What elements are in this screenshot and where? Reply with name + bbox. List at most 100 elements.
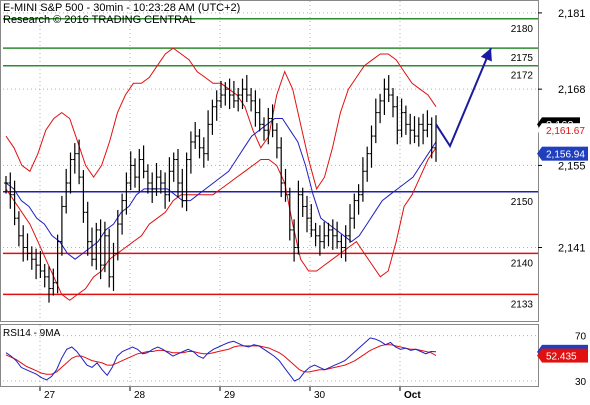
price-bar bbox=[107, 228, 112, 288]
price-bar bbox=[339, 234, 344, 259]
x-tick-label: Oct bbox=[404, 390, 421, 400]
price-bar bbox=[55, 234, 60, 294]
price-bar bbox=[373, 98, 378, 144]
price-bar bbox=[236, 87, 241, 112]
svg-text:52.435: 52.435 bbox=[546, 352, 577, 363]
price-bar bbox=[176, 148, 180, 198]
price-bar bbox=[296, 180, 301, 255]
price-bar bbox=[16, 211, 21, 247]
price-bar bbox=[145, 164, 150, 194]
price-bar bbox=[219, 80, 223, 108]
chart-title: E-MINI S&P 500 - 30min - 10:23:28 AM (UT… bbox=[3, 2, 240, 14]
price-bar bbox=[416, 117, 421, 147]
price-bar bbox=[330, 219, 335, 250]
price-bar bbox=[167, 157, 172, 202]
price-bar bbox=[21, 225, 26, 262]
rsi-signal-tag: 52.435 bbox=[537, 348, 588, 363]
price-bar bbox=[124, 172, 129, 215]
price-bar bbox=[369, 125, 374, 168]
price-bar bbox=[184, 152, 189, 212]
price-bar bbox=[141, 145, 146, 179]
x-axis: 27 28 29 30 Oct bbox=[39, 387, 421, 401]
price-bar bbox=[309, 204, 314, 237]
price-bar bbox=[240, 78, 245, 110]
price-bar bbox=[399, 98, 404, 138]
price-bar bbox=[171, 152, 176, 182]
price-bar bbox=[133, 158, 137, 188]
price-bar bbox=[214, 90, 219, 121]
price-bar bbox=[137, 148, 142, 192]
price-bar bbox=[386, 75, 391, 103]
moving-average bbox=[5, 118, 437, 260]
grid-lines bbox=[3, 1, 538, 386]
price-bar bbox=[317, 225, 322, 256]
rsi-signal-line bbox=[5, 344, 437, 375]
rsi-y-tick-label: 70 bbox=[575, 332, 587, 343]
level-label-2133: 2133 bbox=[511, 299, 534, 310]
svg-text:2,156.94: 2,156.94 bbox=[546, 150, 585, 161]
svg-text:2,161.67: 2,161.67 bbox=[546, 126, 585, 137]
price-bar bbox=[59, 195, 64, 256]
level-label-2180: 2180 bbox=[511, 24, 534, 35]
price-bar bbox=[42, 263, 47, 288]
price-bar bbox=[81, 170, 86, 223]
price-y-tick-label: 2,155 bbox=[558, 160, 586, 172]
price-bar bbox=[429, 117, 434, 159]
price-bar bbox=[85, 201, 90, 256]
price-bar bbox=[279, 137, 284, 198]
price-bar bbox=[300, 187, 305, 218]
price-bar bbox=[12, 180, 17, 226]
price-bar bbox=[193, 121, 198, 149]
price-bar bbox=[395, 96, 400, 145]
rsi-line bbox=[5, 337, 437, 382]
price-bar bbox=[98, 219, 103, 280]
price-bar bbox=[154, 163, 159, 196]
price-bar bbox=[244, 75, 249, 103]
price-y-tick-label: 2,181 bbox=[558, 8, 586, 20]
moving-average-tag: 2,156.94 bbox=[537, 146, 588, 161]
price-bar bbox=[292, 219, 297, 262]
price-bar bbox=[102, 221, 107, 273]
x-tick-label: 28 bbox=[134, 390, 146, 400]
price-bar bbox=[68, 152, 73, 194]
x-tick-label: 30 bbox=[314, 390, 326, 400]
price-bar bbox=[421, 113, 426, 145]
price-bar bbox=[305, 195, 309, 233]
price-bar bbox=[352, 193, 357, 229]
price-y-tick-label: 2,168 bbox=[558, 84, 586, 96]
y-axis: 2,181 2,168 2,155 2,141 70 30 bbox=[538, 8, 587, 388]
price-bar bbox=[270, 104, 275, 138]
price-y-tick-label: 2,141 bbox=[558, 243, 586, 255]
price-bar bbox=[72, 143, 77, 174]
level-lines: 2180 2175 2172 2150 2140 2133 bbox=[3, 18, 538, 310]
price-bar bbox=[253, 90, 258, 127]
price-bar bbox=[425, 110, 430, 138]
price-bar bbox=[8, 172, 13, 209]
price-bar bbox=[210, 99, 215, 135]
price-bar bbox=[343, 225, 348, 262]
price-bar bbox=[115, 209, 120, 261]
price-bar bbox=[283, 168, 288, 202]
projection-arrow bbox=[435, 47, 492, 149]
price-bar bbox=[38, 251, 43, 279]
price-bar bbox=[51, 268, 56, 296]
price-bar bbox=[163, 172, 168, 209]
level-label-2150: 2150 bbox=[511, 197, 534, 208]
price-bar bbox=[403, 105, 408, 135]
price-panel-frame bbox=[0, 0, 539, 322]
rsi-lines bbox=[5, 337, 437, 382]
rsi-y-tick-label: 30 bbox=[575, 377, 587, 388]
price-bar bbox=[322, 221, 327, 249]
price-bar bbox=[188, 131, 193, 174]
projection-line bbox=[435, 47, 492, 149]
bollinger-lower-line bbox=[5, 147, 437, 301]
price-bar bbox=[77, 139, 82, 185]
price-bar bbox=[356, 184, 361, 215]
price-bar bbox=[335, 221, 340, 249]
level-label-2140: 2140 bbox=[511, 258, 534, 269]
chart-subtitle: Research © 2016 TRADING CENTRAL bbox=[3, 14, 196, 26]
price-bar bbox=[29, 246, 34, 270]
price-bar bbox=[90, 227, 94, 267]
